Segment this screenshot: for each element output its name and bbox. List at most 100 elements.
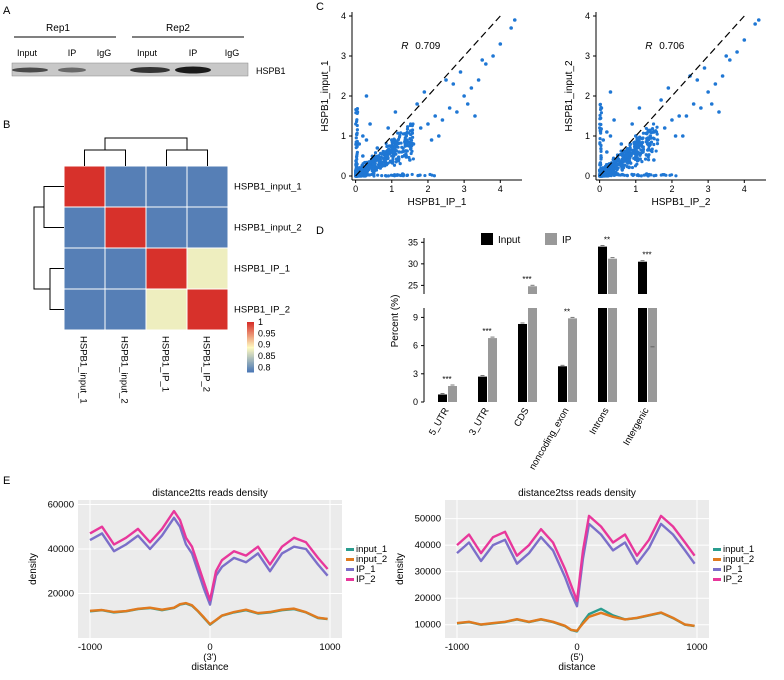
- colorbar-segment: [247, 355, 254, 358]
- scatter-point: [404, 152, 408, 156]
- scatter-point: [630, 165, 635, 170]
- y-axis-label: HSPB1_input_1: [320, 60, 331, 132]
- scatter-point: [406, 125, 410, 129]
- significance-marker: ***: [522, 275, 531, 284]
- significance-marker: ***: [442, 375, 451, 384]
- scatter-point: [639, 174, 643, 178]
- scatter-point: [357, 166, 362, 170]
- significance-marker: **: [564, 307, 570, 316]
- scatter-point: [641, 145, 645, 149]
- density-line-input-2: [89, 601, 328, 626]
- scatter-point: [670, 118, 674, 122]
- scatter-point: [647, 143, 651, 147]
- y-tick-label: 0: [585, 171, 590, 181]
- x-tick-label: 4: [498, 184, 503, 194]
- scatter-point: [389, 173, 393, 177]
- identity-line: [599, 15, 745, 177]
- scatter-point: [428, 172, 432, 177]
- scatter-point: [621, 166, 626, 170]
- x-tick-label: -1000: [445, 642, 469, 653]
- scatter-point: [355, 157, 359, 161]
- legend-label: input_2: [723, 554, 754, 565]
- scatter-point: [405, 173, 410, 177]
- x-tick-label: 1: [389, 184, 394, 194]
- scatter-point: [635, 159, 639, 163]
- scatter-point: [403, 144, 407, 148]
- heatmap-cell: [145, 247, 188, 290]
- scatter-point: [735, 50, 739, 54]
- bar-ip-lower: [608, 308, 617, 402]
- scatter-point: [699, 106, 703, 110]
- bar-input-upper: [598, 246, 607, 294]
- x-tick-label: 0: [574, 642, 579, 653]
- x-tick-label: 3: [462, 184, 467, 194]
- scatter-point: [417, 173, 421, 178]
- dendrogram-branch: [104, 137, 188, 150]
- scatter-point: [629, 153, 633, 158]
- scatter-point: [355, 110, 360, 114]
- colorbar-segment: [247, 322, 254, 324]
- bar-ip: [448, 386, 457, 402]
- colorbar-segment: [247, 328, 254, 330]
- scatter-point: [640, 160, 644, 164]
- y-tick-label: 50000: [415, 514, 441, 525]
- scatter-point: [480, 58, 485, 62]
- scatter-point: [422, 90, 427, 94]
- scatter-point: [728, 58, 732, 62]
- y-tick-label: 0: [413, 397, 418, 407]
- scatter-point: [599, 131, 603, 135]
- scatter-point: [418, 126, 423, 130]
- scatter-point: [512, 18, 517, 22]
- scatter-point: [458, 70, 463, 74]
- scatter-point: [706, 90, 710, 94]
- blot-protein-label: HSPB1: [256, 66, 286, 76]
- scatter-point: [605, 150, 609, 154]
- scatter-point: [655, 125, 659, 129]
- scatter-point: [455, 110, 459, 114]
- scatter-point: [635, 153, 639, 157]
- bar-input: [478, 376, 487, 402]
- scatter-point: [462, 94, 466, 98]
- legend-swatch: [713, 568, 721, 571]
- scatter-point: [622, 163, 626, 167]
- scatter-point: [632, 142, 636, 146]
- legend-swatch: [713, 558, 721, 561]
- scatter-point: [614, 166, 618, 171]
- scatter-point: [637, 106, 642, 110]
- scatter-point: [473, 114, 477, 118]
- category-label: noncoding_exon: [527, 406, 571, 472]
- scatter-point: [369, 165, 373, 169]
- scatter-point: [654, 149, 658, 153]
- panel-letter-d: D: [316, 225, 324, 237]
- category-label: Introns: [588, 406, 612, 437]
- scatter-point: [598, 116, 602, 121]
- scatter-point: [601, 166, 606, 170]
- density-line-input-2: [456, 611, 695, 632]
- lane-label: Input: [137, 48, 158, 58]
- scatter-point: [655, 142, 660, 146]
- scatter-point: [646, 148, 650, 152]
- y-tick-label: 4: [341, 11, 346, 21]
- heatmap-cell: [186, 288, 229, 331]
- scatter-point: [605, 130, 609, 134]
- scatter-point: [375, 146, 380, 150]
- y-tick-label: 30: [408, 259, 418, 269]
- scatter-point: [423, 173, 427, 178]
- blot-group-rep1: Rep1: [46, 23, 70, 34]
- scatter-point: [404, 149, 408, 153]
- scatter-point: [635, 140, 639, 145]
- scatter-point: [392, 174, 397, 178]
- scatter-point: [399, 141, 403, 145]
- scatter-point: [717, 110, 721, 114]
- dendrogram-branch: [84, 149, 126, 166]
- x-tick-label: 4: [742, 184, 747, 194]
- scatter-point: [410, 130, 414, 134]
- heatmap-cell: [186, 165, 229, 208]
- y-axis-label: HSPB1_input_2: [564, 60, 575, 132]
- bar-ip: [568, 318, 577, 402]
- x-tick-label: 1000: [686, 642, 707, 653]
- scatter-point: [394, 149, 398, 153]
- scatter-point: [604, 168, 608, 172]
- bar-input-lower: [638, 308, 647, 402]
- scatter-point: [363, 173, 367, 177]
